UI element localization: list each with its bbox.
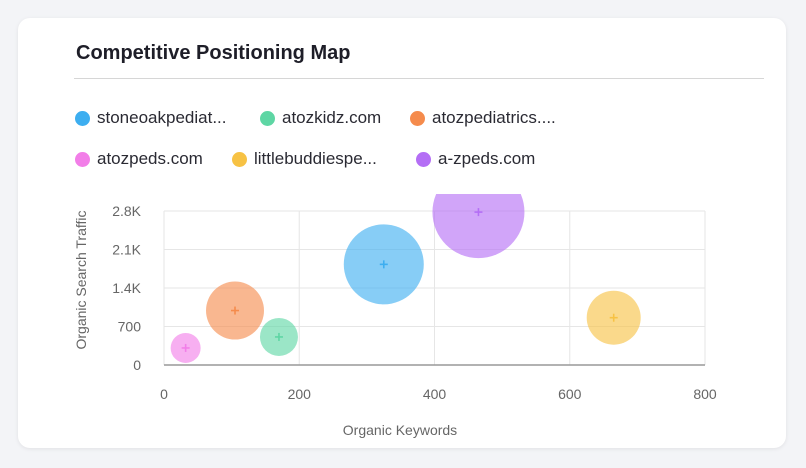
title-divider bbox=[74, 78, 764, 79]
legend-label: atozpediatrics.... bbox=[432, 108, 556, 127]
legend-item[interactable]: atozkidz.com bbox=[260, 108, 381, 128]
axes: 0 700 1.4K 2.1K 2.8K 0 200 400 600 800 Organic Key… bbox=[73, 203, 717, 438]
legend-dot-icon bbox=[232, 151, 247, 167]
legend-item[interactable]: atozpeds.com bbox=[75, 149, 203, 169]
y-tick-label: 2.1K bbox=[112, 242, 141, 258]
y-axis-label: Organic Search Traffic bbox=[73, 210, 89, 349]
bubble-5 bbox=[432, 194, 525, 259]
legend-dot-icon bbox=[75, 110, 90, 126]
legend-label: a-zpeds.com bbox=[438, 149, 536, 168]
legend-dot-icon bbox=[260, 110, 275, 126]
legend-label: stoneoakpediat... bbox=[97, 108, 227, 127]
x-tick-label: 200 bbox=[288, 386, 312, 402]
legend-item[interactable]: littlebuddiespe... bbox=[232, 149, 377, 169]
x-tick-label: 600 bbox=[558, 386, 582, 402]
x-tick-label: 400 bbox=[423, 386, 447, 402]
card-title: Competitive Positioning Map bbox=[76, 42, 351, 64]
bubbles bbox=[170, 194, 641, 363]
y-tick-label: 0 bbox=[133, 357, 141, 373]
legend-label: atozpeds.com bbox=[97, 149, 203, 168]
y-tick-label: 2.8K bbox=[112, 203, 141, 219]
legend-dot-icon bbox=[75, 151, 90, 167]
legend-item[interactable]: atozpediatrics.... bbox=[410, 108, 556, 128]
legend-item[interactable]: a-zpeds.com bbox=[416, 149, 535, 169]
y-tick-label: 700 bbox=[118, 319, 142, 335]
legend-label: littlebuddiespe... bbox=[254, 149, 377, 168]
legend-item[interactable]: stoneoakpediat... bbox=[75, 108, 226, 128]
x-tick-label: 0 bbox=[160, 386, 168, 402]
legend-label: atozkidz.com bbox=[282, 108, 382, 127]
legend-dot-icon bbox=[410, 110, 425, 126]
y-tick-label: 1.4K bbox=[112, 280, 141, 296]
x-tick-label: 800 bbox=[693, 386, 717, 402]
legend-dot-icon bbox=[416, 151, 431, 167]
x-axis-label: Organic Keywords bbox=[343, 422, 457, 438]
